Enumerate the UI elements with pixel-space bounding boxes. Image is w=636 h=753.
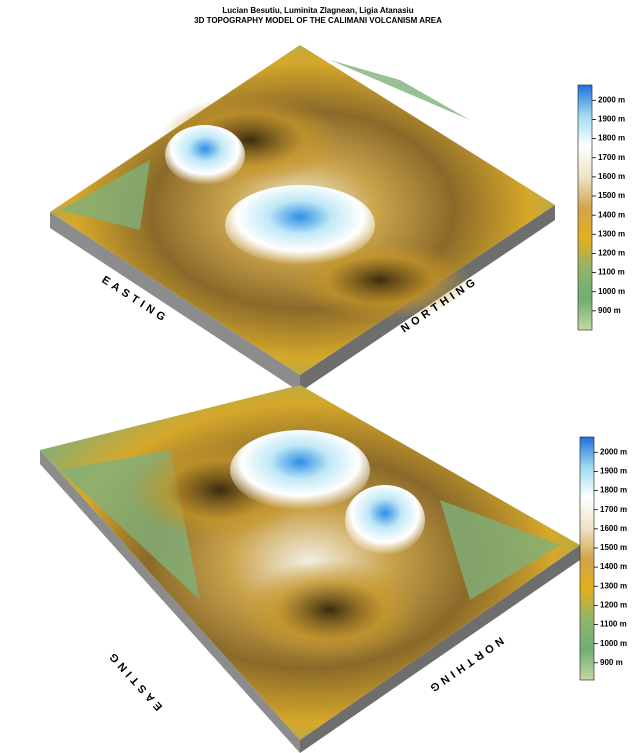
colorbar-tick-label: 1400 m [598,210,625,219]
colorbar-tick-label: 1500 m [600,543,627,552]
easting-label: EASTING [105,647,165,712]
peak [230,430,370,510]
colorbar-tick-label: 1300 m [600,581,627,590]
colorbar-tick-label: 1400 m [600,562,627,571]
colorbar-tick-label: 1000 m [598,287,625,296]
colorbar-tick-label: 1300 m [598,229,625,238]
colorbar-tick-label: 1100 m [598,268,625,277]
colorbar-tick-label: 1600 m [598,172,625,181]
colorbar: 900 m 1000 m 1100 m 1200 m 1300 m 1400 m 1500 … [578,85,625,330]
ridge [240,560,420,660]
colorbar-fill [580,437,594,680]
colorbar-tick-label: 1700 m [598,153,625,162]
colorbar-tick-label: 2000 m [598,95,625,104]
colorbar-tick-label: 1800 m [600,486,627,495]
colorbar-tick-label: 900 m [600,658,623,667]
colorbar-tick-label: 1900 m [600,467,627,476]
title: 3D TOPOGRAPHY MODEL OF THE CALIMANI VOLC… [194,16,442,25]
colorbar-tick-label: 1500 m [598,191,625,200]
terrain-model: EASTING NORTHING [40,385,580,753]
colorbar-fill [578,85,592,330]
colorbar-tick-label: 1600 m [600,524,627,533]
page: Lucian Besutiu, Luminita Zlagnean, Ligia… [0,0,636,753]
colorbar-tick-label: 900 m [598,306,621,315]
terrain-model: EASTING NORTHING [50,45,555,392]
colorbar-tick-label: 1900 m [598,115,625,124]
colorbar-tick-label: 2000 m [600,447,627,456]
colorbar-tick-label: 1700 m [600,505,627,514]
colorbar-tick-label: 1800 m [598,134,625,143]
colorbar: 900 m 1000 m 1100 m 1200 m 1300 m 1400 m 1500 … [580,437,627,680]
authors: Lucian Besutiu, Luminita Zlagnean, Ligia… [222,6,413,15]
colorbar-tick-label: 1000 m [600,639,627,648]
colorbar-tick-label: 1200 m [598,249,625,258]
peak [225,185,375,265]
figure: Lucian Besutiu, Luminita Zlagnean, Ligia… [0,0,636,753]
peak [345,485,425,555]
colorbar-tick-label: 1200 m [600,600,627,609]
colorbar-tick-label: 1100 m [600,620,627,629]
peak [165,125,245,185]
